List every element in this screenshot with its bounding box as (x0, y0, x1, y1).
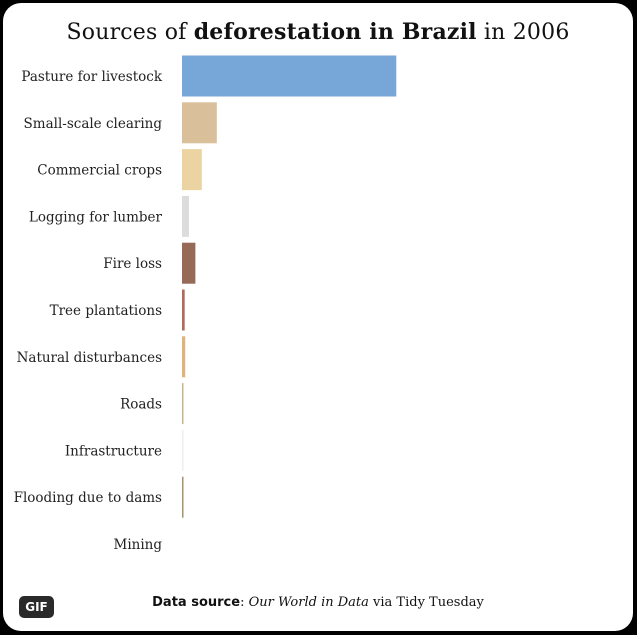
bar (182, 242, 196, 284)
chart-title: Sources of deforestation in Brazil in 20… (3, 19, 633, 45)
bar (182, 289, 185, 331)
category-label: Pasture for livestock (21, 69, 162, 85)
bar (182, 429, 184, 471)
source-name: Our World in Data (248, 595, 369, 610)
bar (182, 55, 397, 97)
title-bold: deforestation in Brazil (193, 19, 477, 45)
source-sep: : (240, 595, 249, 610)
category-label: Roads (120, 397, 162, 413)
title-suffix: in 2006 (476, 20, 570, 45)
chart-card: Sources of deforestation in Brazil in 20… (3, 3, 633, 631)
bar (182, 383, 184, 425)
gif-badge[interactable]: GIF (19, 596, 54, 618)
category-label: Tree plantations (50, 303, 162, 319)
category-label: Infrastructure (65, 443, 162, 459)
category-label: Commercial crops (37, 163, 162, 179)
category-label: Natural disturbances (17, 350, 162, 366)
data-source: Data source: Our World in Data via Tidy … (3, 595, 633, 610)
bar (182, 195, 189, 237)
category-label: Flooding due to dams (14, 490, 162, 506)
bar (182, 102, 217, 144)
category-label: Logging for lumber (29, 209, 163, 225)
source-suffix: via Tidy Tuesday (368, 595, 484, 610)
bar (182, 476, 184, 518)
title-prefix: Sources of (66, 20, 194, 45)
source-label: Data source (152, 595, 241, 610)
bar (182, 149, 202, 191)
bar-chart: Pasture for livestock Small-scale clearin… (14, 55, 397, 553)
category-label: Mining (114, 537, 163, 553)
category-label: Fire loss (103, 256, 162, 272)
bar (182, 336, 186, 378)
category-label: Small-scale clearing (24, 116, 163, 132)
